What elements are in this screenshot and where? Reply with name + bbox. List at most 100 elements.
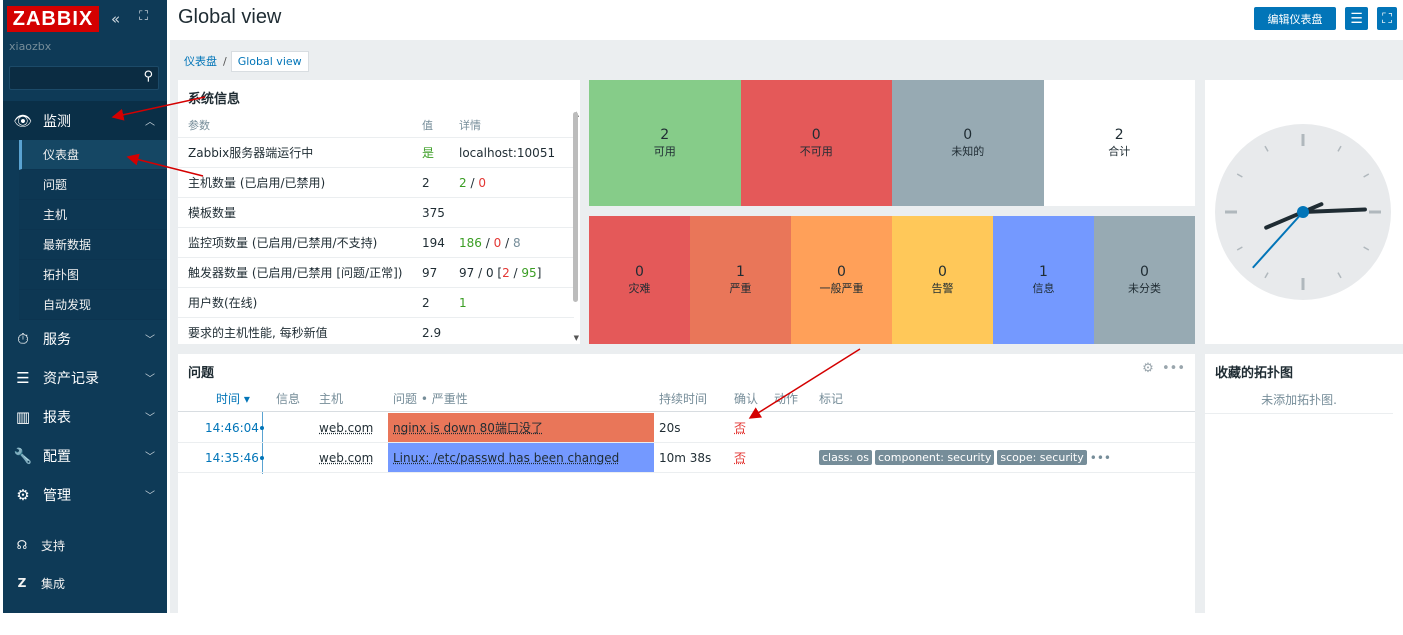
logo-row: ZABBIX « ⛶ xyxy=(7,6,165,34)
column-duration: 持续时间 xyxy=(659,392,708,406)
clock-tick xyxy=(1337,145,1342,152)
disabled-count: 0 xyxy=(493,235,502,250)
column-header: 值 xyxy=(422,118,433,132)
menu-administration[interactable]: ⚙ 管理 ﹀ xyxy=(3,475,167,514)
submenu-maps[interactable]: 拓扑图 xyxy=(19,260,167,290)
clock-face xyxy=(1215,124,1391,300)
widget-title: 收藏的拓扑图 xyxy=(1215,366,1294,381)
submenu-hosts[interactable]: 主机 xyxy=(19,200,167,230)
menu-reports[interactable]: ▥ 报表 ﹀ xyxy=(3,397,167,436)
label: 合计 xyxy=(1108,145,1131,158)
param-cell: 触发器数量 (已启用/已禁用 [问题/正常]) xyxy=(188,266,403,280)
tag: scope: security xyxy=(997,450,1087,465)
submenu-discovery[interactable]: 自动发现 xyxy=(19,290,167,320)
problem-duration: 20s xyxy=(659,420,681,435)
clock-tick xyxy=(1264,145,1269,152)
problem-name[interactable]: Linux: /etc/passwd has been changed xyxy=(388,443,654,472)
table-row: 要求的主机性能, 每秒新值 2.9 xyxy=(178,318,574,344)
severity-cell[interactable]: 0 一般严重 xyxy=(791,216,892,344)
problem-time[interactable]: 14:35:46 xyxy=(205,450,259,465)
param-cell: 模板数量 xyxy=(188,206,237,220)
chevron-down-icon: ﹀ xyxy=(145,374,155,385)
zabbix-logo[interactable]: ZABBIX xyxy=(7,6,99,32)
host-availability-cell[interactable]: 0 未知的 xyxy=(892,80,1044,206)
problem-ack[interactable]: 否 xyxy=(734,451,747,465)
column-info: 信息 xyxy=(276,392,301,406)
fullscreen-icon[interactable]: ⛶ xyxy=(1377,7,1397,30)
submenu-problems[interactable]: 问题 xyxy=(19,170,167,200)
chevron-down-icon: ﹀ xyxy=(145,452,155,463)
search-icon[interactable]: ⚲ xyxy=(143,69,153,84)
double-chevron-left-icon[interactable]: « xyxy=(111,10,121,28)
problem-host[interactable]: web.com xyxy=(319,450,374,465)
column-header: 详情 xyxy=(459,118,481,132)
tag: class: os xyxy=(819,450,872,465)
menu-monitoring[interactable]: 👁 监测 ︿ xyxy=(3,101,167,140)
more-tags-icon[interactable]: ••• xyxy=(1089,450,1111,465)
host-availability-widget: 2 可用 0 不可用 0 未知的 2 合计 xyxy=(589,80,1195,206)
menu-inventory[interactable]: ☰ 资产记录 ﹀ xyxy=(3,358,167,397)
problem-name[interactable]: nginx is down 80端口没了 xyxy=(388,413,654,442)
kiosk-mode-icon[interactable]: ⛶ xyxy=(139,9,149,24)
ok-count: 95 xyxy=(521,265,537,280)
problem-text: nginx is down 80端口没了 xyxy=(393,421,543,435)
table-row: 触发器数量 (已启用/已禁用 [问题/正常]) 97 97 / 0 [2 / 9… xyxy=(178,258,574,288)
label: 不可用 xyxy=(799,145,833,158)
problem-host[interactable]: web.com xyxy=(319,420,374,435)
severity-cell[interactable]: 0 告警 xyxy=(892,216,993,344)
clock-tick xyxy=(1337,272,1342,279)
clock-center xyxy=(1297,206,1309,218)
scrollbar[interactable] xyxy=(573,112,578,302)
param-cell: 监控项数量 (已启用/已禁用/不支持) xyxy=(188,236,378,250)
count: 1 xyxy=(1039,264,1048,280)
host-availability-cell[interactable]: 0 不可用 xyxy=(740,80,892,206)
empty-message: 未添加拓扑图. xyxy=(1205,386,1393,414)
hamburger-icon[interactable]: ☰ xyxy=(1345,7,1368,30)
label: 一般严重 xyxy=(819,282,864,295)
severity-cell[interactable]: 0 未分类 xyxy=(1094,216,1195,344)
menu-support[interactable]: ☊ 支持 xyxy=(3,530,167,560)
count: 2 xyxy=(660,127,670,143)
problems-widget: 问题 ⚙ ••• 时间 ▾ 信息 主机 问题 • 严重性 持续时间 确认 动作 … xyxy=(178,354,1195,613)
gear-icon: ⚙ xyxy=(16,485,30,504)
tag: component: security xyxy=(874,450,995,465)
sidebar-search-input[interactable]: ⚲ xyxy=(9,66,159,90)
z-icon: Z xyxy=(17,576,27,590)
param-cell: 用户数(在线) xyxy=(188,296,258,310)
problem-time[interactable]: 14:46:04 xyxy=(205,420,259,435)
submenu-latest-data[interactable]: 最新数据 xyxy=(19,230,167,260)
ellipsis-icon[interactable]: ••• xyxy=(1161,361,1185,376)
menu-label: 支持 xyxy=(41,538,66,553)
clock-widget xyxy=(1205,80,1403,344)
enabled-count: 186 xyxy=(459,235,482,250)
param-cell: 要求的主机性能, 每秒新值 xyxy=(188,326,328,340)
edit-dashboard-button[interactable]: 编辑仪表盘 xyxy=(1254,7,1336,30)
scroll-down-icon[interactable]: ▼ xyxy=(573,334,579,342)
host-availability-cell[interactable]: 2 合计 xyxy=(1043,80,1195,206)
breadcrumb-current[interactable]: Global view xyxy=(230,50,309,72)
bar-chart-icon: ▥ xyxy=(15,407,31,426)
clock-tick xyxy=(1363,246,1370,251)
menu-integrations[interactable]: Z 集成 xyxy=(3,568,167,598)
value-cell: 2 xyxy=(422,175,430,190)
problem-ack[interactable]: 否 xyxy=(734,421,747,435)
trigger-counts: 97 / 0 [ xyxy=(459,265,503,280)
menu-configuration[interactable]: 🔧 配置 ﹀ xyxy=(3,436,167,475)
problem-row: 14:35:46 web.com Linux: /etc/passwd has … xyxy=(178,443,1195,473)
menu-label: 管理 xyxy=(43,487,71,504)
host-availability-cell[interactable]: 2 可用 xyxy=(589,80,741,206)
severity-cell[interactable]: 1 信息 xyxy=(993,216,1094,344)
separator: / xyxy=(470,175,475,190)
count: 2 xyxy=(1114,127,1124,143)
count: 0 xyxy=(811,127,821,143)
severity-cell[interactable]: 0 灾难 xyxy=(589,216,690,344)
menu-services[interactable]: ⏱ 服务 ﹀ xyxy=(3,319,167,358)
favourite-maps-widget: 收藏的拓扑图 未添加拓扑图. xyxy=(1205,354,1403,613)
severity-cell[interactable]: 1 严重 xyxy=(690,216,791,344)
column-time[interactable]: 时间 ▾ xyxy=(216,392,250,406)
table-row: Zabbix服务器端运行中 是 localhost:10051 xyxy=(178,138,574,168)
gear-icon[interactable]: ⚙ xyxy=(1142,361,1154,376)
timeline xyxy=(262,412,263,474)
breadcrumb-dashboard[interactable]: 仪表盘 xyxy=(184,55,217,68)
submenu-dashboard[interactable]: 仪表盘 xyxy=(19,140,167,170)
